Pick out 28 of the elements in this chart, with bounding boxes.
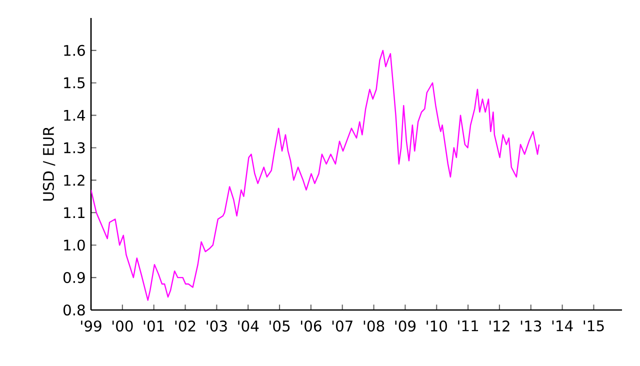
x-tick-label: '10: [426, 320, 447, 332]
x-tick-label: '03: [206, 320, 227, 332]
x-tick-label: '08: [364, 320, 384, 332]
x-tick-label: '14: [552, 320, 573, 332]
x-tick-label: '12: [490, 320, 510, 332]
x-tick-label: '04: [238, 320, 259, 332]
y-tick-label: 1.5: [64, 77, 85, 88]
x-tick-label: '99: [81, 320, 102, 332]
y-tick-label: 1.3: [64, 142, 85, 154]
x-tick-label: '05: [270, 320, 290, 332]
x-tick-label: '00: [112, 320, 133, 332]
y-tick-label: 1.1: [64, 207, 84, 218]
x-tick-label: '06: [300, 320, 322, 332]
y-tick-label: 1.2: [64, 174, 84, 186]
x-tick-label: '07: [332, 320, 352, 332]
y-tick-label: 1.6: [64, 44, 85, 56]
y-tick-label: 1.4: [64, 110, 86, 121]
y-tick-label: 0.8: [63, 304, 85, 316]
y-axis-title: USD / EUR: [42, 126, 56, 201]
x-tick-label: '15: [584, 320, 604, 332]
x-tick-label: '09: [395, 320, 416, 332]
x-tick-label: '01: [144, 320, 164, 332]
x-tick-label: '02: [175, 320, 196, 332]
x-tick-label: '13: [520, 320, 542, 332]
line-series: [91, 50, 540, 301]
x-tick-label: '11: [458, 320, 478, 332]
y-tick-label: 0.9: [63, 272, 85, 284]
y-tick-label: 1.0: [64, 240, 85, 251]
